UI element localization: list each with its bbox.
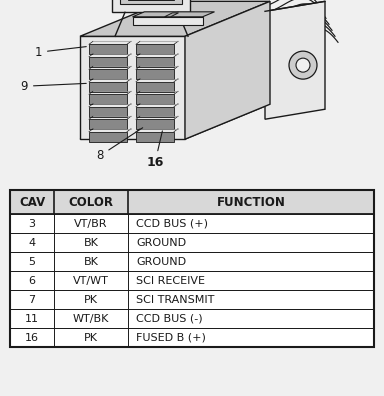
Bar [136, 119, 174, 129]
Text: CCD BUS (+): CCD BUS (+) [136, 219, 208, 228]
Text: 11: 11 [25, 314, 39, 324]
Text: 9: 9 [20, 80, 86, 93]
Polygon shape [112, 0, 190, 12]
Text: GROUND: GROUND [136, 238, 186, 248]
Bar [136, 44, 174, 54]
Bar [89, 44, 127, 54]
Bar [89, 57, 127, 67]
Text: 7: 7 [28, 295, 36, 305]
Bar [10, 233, 374, 252]
Circle shape [289, 51, 317, 79]
Text: CAV: CAV [19, 196, 45, 209]
Polygon shape [132, 17, 202, 25]
Bar [89, 132, 127, 142]
Text: VT/WT: VT/WT [73, 276, 109, 286]
Polygon shape [132, 12, 215, 17]
Text: VT/BR: VT/BR [74, 219, 108, 228]
Polygon shape [185, 1, 270, 139]
Text: SCI TRANSMIT: SCI TRANSMIT [136, 295, 214, 305]
Text: FUNCTION: FUNCTION [217, 196, 285, 209]
Text: GROUND: GROUND [136, 257, 186, 267]
Text: 1: 1 [35, 46, 86, 59]
Text: COLOR: COLOR [68, 196, 114, 209]
Bar [89, 107, 127, 117]
Text: PK: PK [84, 333, 98, 343]
Bar [89, 119, 127, 129]
Bar [136, 69, 174, 79]
Bar [10, 190, 374, 214]
Text: FUSED B (+): FUSED B (+) [136, 333, 206, 343]
Bar [10, 309, 374, 328]
Polygon shape [265, 1, 325, 119]
Bar [10, 252, 374, 271]
Text: 5: 5 [28, 257, 35, 267]
Bar [136, 82, 174, 92]
Bar [136, 94, 174, 104]
Polygon shape [80, 104, 270, 139]
Text: PK: PK [84, 295, 98, 305]
Text: 16: 16 [146, 131, 164, 169]
Bar [10, 190, 374, 347]
Text: 6: 6 [28, 276, 35, 286]
Text: BK: BK [84, 257, 98, 267]
Bar [136, 57, 174, 67]
Bar [10, 214, 374, 233]
Bar [89, 94, 127, 104]
Bar [10, 328, 374, 347]
Text: SCI RECEIVE: SCI RECEIVE [136, 276, 205, 286]
Bar [89, 82, 127, 92]
Polygon shape [80, 36, 185, 139]
Bar [136, 132, 174, 142]
Bar [89, 69, 127, 79]
Polygon shape [80, 1, 270, 36]
Polygon shape [164, 13, 179, 17]
Bar [136, 107, 174, 117]
Polygon shape [120, 0, 182, 4]
Text: 3: 3 [28, 219, 35, 228]
Text: BK: BK [84, 238, 98, 248]
Text: CCD BUS (-): CCD BUS (-) [136, 314, 203, 324]
Text: 8: 8 [96, 128, 143, 162]
Text: WT/BK: WT/BK [73, 314, 109, 324]
Bar [10, 271, 374, 290]
Bar [10, 290, 374, 309]
Text: 4: 4 [28, 238, 36, 248]
Text: 16: 16 [25, 333, 39, 343]
Circle shape [296, 58, 310, 72]
